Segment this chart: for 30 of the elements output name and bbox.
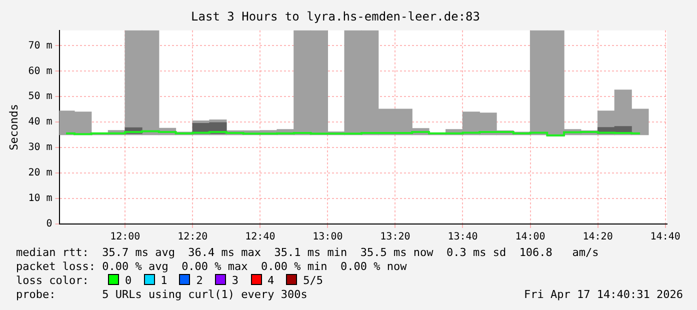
y-axis-title: Seconds <box>7 104 20 150</box>
x-tick-label: 13:40 <box>448 232 478 243</box>
text: median rtt: 35.7 ms avg 36.4 ms max 35.1 ms min 35.5 ms now 0.3 ms sd 106.8 am/s <box>16 246 600 260</box>
chart-title: Last 3 Hours to lyra.hs-emden-leer.de:83 <box>191 9 480 24</box>
y-tick-label: 20 m <box>28 168 52 179</box>
text: 3 <box>230 274 238 287</box>
text: 2 <box>195 274 203 287</box>
text: 4 <box>266 274 274 287</box>
y-tick-label: 30 m <box>28 142 52 154</box>
text: probe: 5 URLs using curl(1) every 300s <box>16 288 308 301</box>
x-tick-label: 13:00 <box>312 232 343 243</box>
x-tick-label: 14:00 <box>515 232 546 243</box>
y-tick-label: 0 <box>46 218 52 230</box>
x-tick-label: 13:20 <box>380 232 410 243</box>
text: 0 <box>124 274 132 287</box>
text: loss color: <box>16 274 90 288</box>
y-tick-label: 40 m <box>28 116 52 128</box>
x-tick-label: 14:20 <box>582 232 613 243</box>
y-tick-label: 60 m <box>28 66 52 77</box>
x-tick-label: 14:40 <box>650 232 680 243</box>
y-tick-label: 70 m <box>28 40 52 52</box>
x-tick-label: 12:00 <box>110 232 140 243</box>
text: 1 <box>160 274 168 287</box>
text: Fri Apr 17 14:40:31 2026 <box>524 288 683 302</box>
y-tick-label: 10 m <box>28 193 52 204</box>
text: packet loss: 0.00 % avg 0.00 % max 0.00 % min 0.00 % now <box>16 260 408 274</box>
y-tick-label: 50 m <box>28 91 52 102</box>
x-tick-label: 12:40 <box>245 232 276 243</box>
text: 5/5 <box>302 274 323 287</box>
x-tick-label: 12:20 <box>178 232 208 243</box>
